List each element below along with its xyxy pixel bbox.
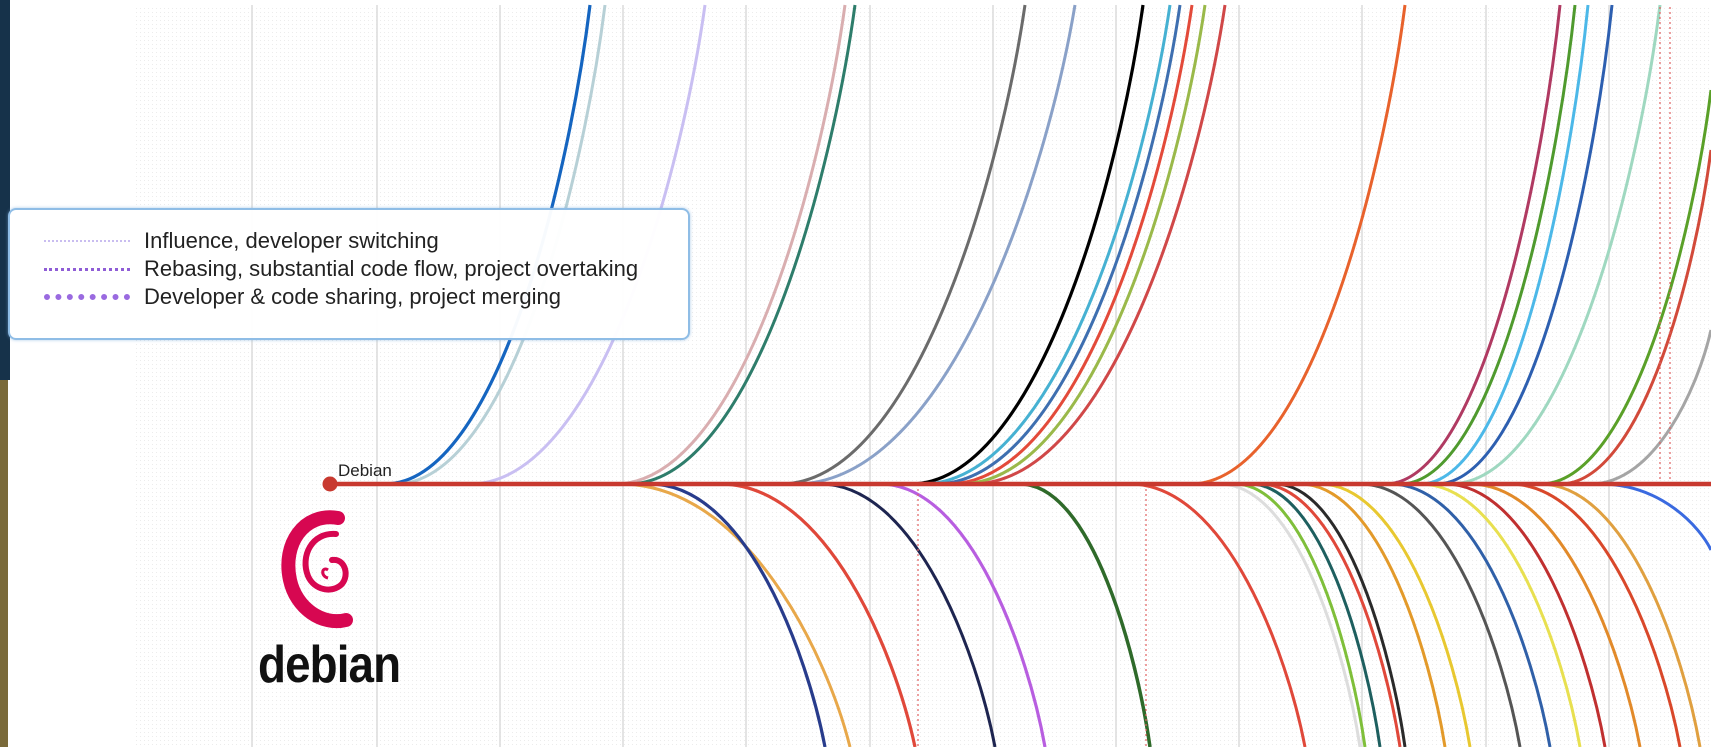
grid-lines xyxy=(251,5,1610,747)
branch-line xyxy=(1589,329,1711,486)
rebasing-line-icon xyxy=(44,267,130,271)
debian-wordmark: debian xyxy=(258,636,401,694)
legend-item: Developer & code sharing, project mergin… xyxy=(44,284,561,310)
branch-line xyxy=(959,4,1207,486)
branch-line xyxy=(819,482,997,747)
legend-item: Rebasing, substantial code flow, project… xyxy=(44,256,638,282)
debian-node xyxy=(322,476,338,492)
legend: Influence, developer switching Rebasing,… xyxy=(8,208,690,340)
branch-line xyxy=(1259,482,1402,747)
branch-line xyxy=(879,482,1047,747)
branch-line xyxy=(1509,482,1682,747)
branch-line xyxy=(614,4,847,486)
branch-line xyxy=(649,482,827,747)
branch-line xyxy=(909,4,1145,486)
branch-line xyxy=(947,4,1194,486)
branch-line xyxy=(1559,149,1711,486)
influence-line-icon xyxy=(44,240,130,242)
branch-line xyxy=(1419,482,1582,747)
branch-line xyxy=(1469,482,1642,747)
branch-lines xyxy=(384,4,1711,747)
branch-line xyxy=(1444,482,1607,747)
legend-label: Developer & code sharing, project mergin… xyxy=(144,284,562,309)
branch-line xyxy=(1419,4,1590,486)
sharing-line-icon xyxy=(44,294,130,300)
branch-line xyxy=(1384,4,1562,486)
debian-swirl-icon xyxy=(281,510,353,629)
branch-line xyxy=(1319,482,1472,747)
branch-line xyxy=(1389,482,1552,747)
branch-line xyxy=(619,482,852,747)
window-strip xyxy=(0,380,8,747)
branch-line xyxy=(1019,482,1152,747)
branch-line xyxy=(1435,4,1614,486)
plot-area xyxy=(135,5,1711,747)
branch-line xyxy=(1219,482,1362,747)
branch-line xyxy=(1274,482,1407,747)
trunk xyxy=(322,476,1711,492)
branch-line xyxy=(1539,89,1711,486)
branch-line xyxy=(1299,482,1447,747)
branch-line xyxy=(1249,482,1382,747)
branch-line xyxy=(719,482,917,747)
legend-label: Rebasing, substantial code flow, project… xyxy=(144,256,639,281)
left-margin xyxy=(0,0,135,747)
branch-line xyxy=(779,4,1027,486)
branch-line xyxy=(1539,482,1702,747)
branch-line xyxy=(1129,482,1307,747)
branch-line xyxy=(627,4,857,486)
branch-line xyxy=(1449,4,1662,486)
branch-line xyxy=(794,4,1077,486)
node-label-debian: Debian xyxy=(338,461,392,480)
branch-line xyxy=(971,4,1227,486)
branch-line xyxy=(1189,4,1407,486)
branch-line xyxy=(1234,482,1367,747)
branch-line xyxy=(1359,482,1522,747)
branch-line xyxy=(934,4,1182,486)
branch-line xyxy=(921,4,1172,486)
window-sidebar xyxy=(0,0,10,380)
legend-item: Influence, developer switching xyxy=(44,228,439,254)
branch-line xyxy=(1399,4,1577,486)
link-lines xyxy=(917,5,1671,747)
legend-label: Influence, developer switching xyxy=(144,228,439,253)
